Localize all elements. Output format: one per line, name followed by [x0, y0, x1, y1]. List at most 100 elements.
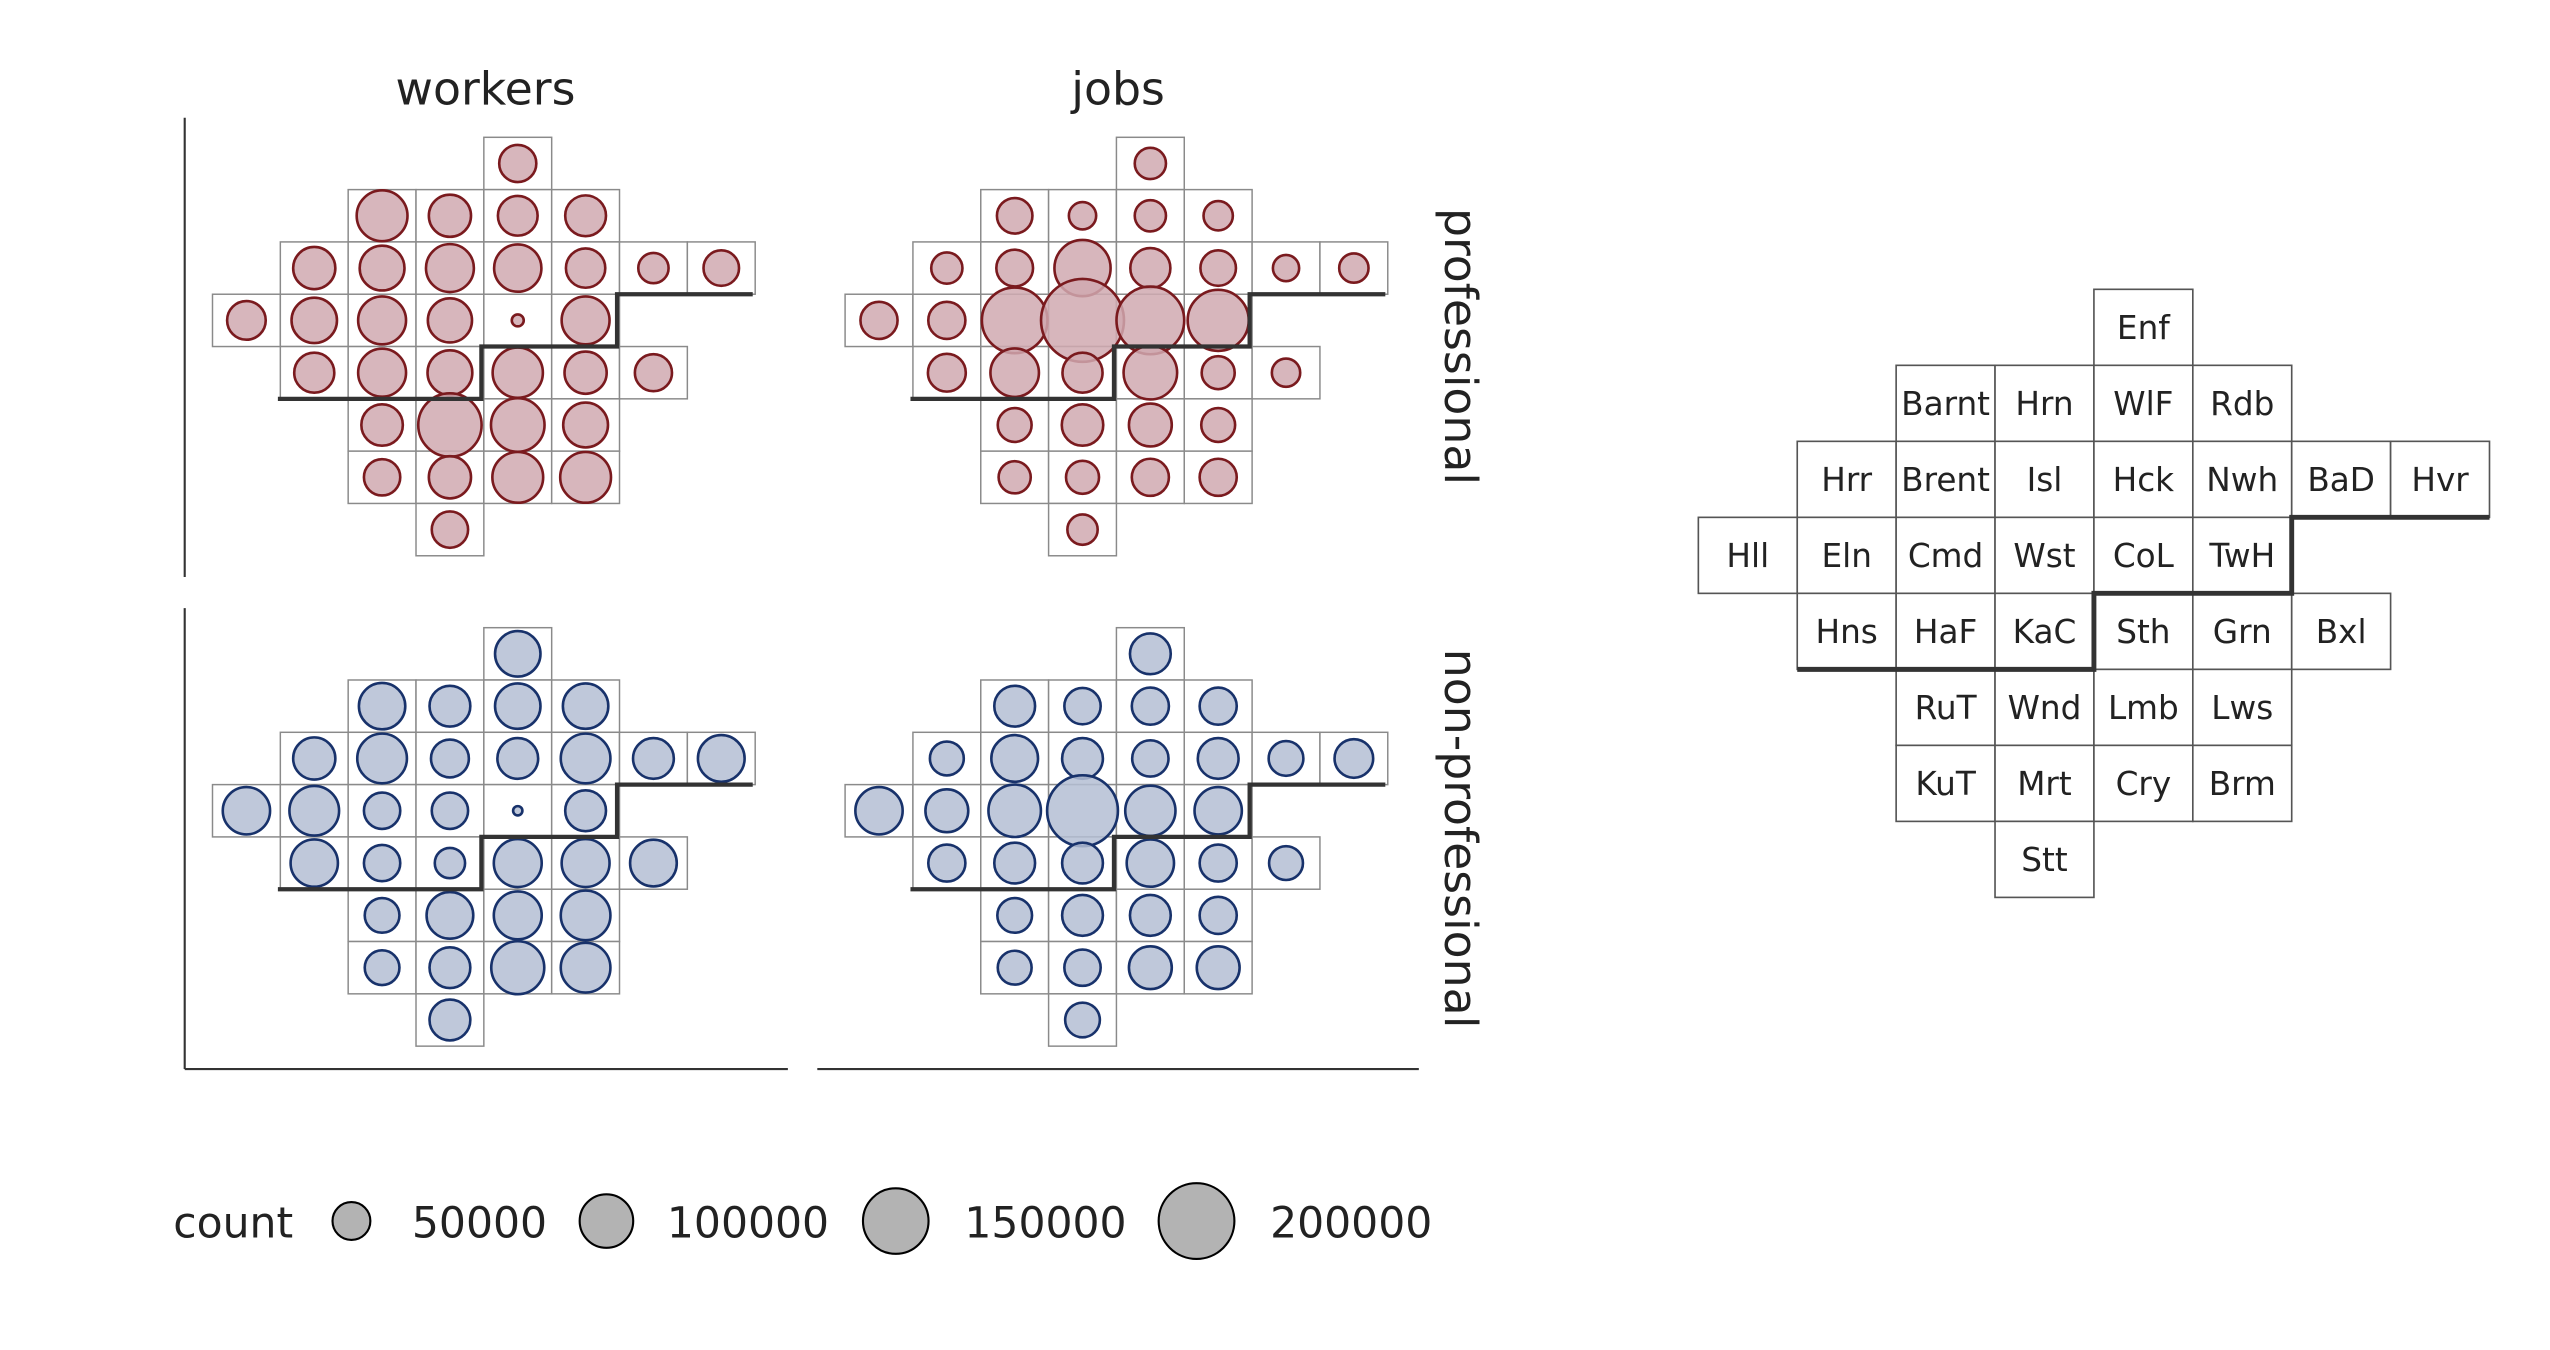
- legend-label-50000: 50000: [412, 1199, 547, 1248]
- key-label-Lws: Lws: [2211, 689, 2273, 727]
- key-cell-Rdb: [2191, 364, 2293, 443]
- bubble-Lmb: [489, 396, 546, 454]
- facet-axes: [183, 117, 1419, 1071]
- bubble-Mrt: [428, 945, 472, 990]
- bubble-Sth: [491, 346, 545, 400]
- bubble-Stt: [430, 510, 470, 550]
- key-label-WlF: WlF: [2113, 385, 2173, 423]
- key-cell-KuT: [1895, 744, 1996, 823]
- key-label-Enf: Enf: [2117, 309, 2171, 347]
- bubble-Wst: [426, 296, 474, 344]
- bubble-Lws: [1199, 406, 1237, 444]
- bubble-BaD: [636, 251, 670, 285]
- bubble-Grn: [560, 837, 611, 889]
- facet-titles: workers jobs professional non-profession…: [396, 63, 1487, 1029]
- key-cell-Bxl: [2290, 592, 2392, 671]
- bubble-Cmd: [987, 783, 1043, 839]
- bubble-Cmd: [362, 791, 402, 831]
- key-label-CoL: CoL: [2113, 537, 2175, 575]
- key-label-Hrn: Hrn: [2015, 385, 2073, 423]
- bubble-Hll: [859, 300, 899, 341]
- key-label-Rdb: Rdb: [2210, 385, 2274, 423]
- bubble-Wnd: [425, 890, 475, 941]
- row-title-professional: professional: [1434, 208, 1487, 485]
- bubble-Barnt: [355, 189, 409, 243]
- bubble-TwH: [560, 295, 611, 346]
- bubble-Cry: [489, 939, 546, 996]
- bubble-Brm: [1195, 944, 1241, 991]
- bubble-Hrn: [428, 684, 472, 728]
- key-cell-TwH: [2191, 516, 2293, 595]
- bubble-CoL: [1123, 784, 1177, 838]
- bubble-KaC: [433, 846, 467, 880]
- bubble-Hck: [492, 243, 543, 294]
- bubble-Hll: [854, 785, 904, 836]
- bubble-CoL: [511, 804, 524, 817]
- boundary-line: [277, 292, 753, 401]
- bubble-Hvr: [696, 733, 746, 784]
- bubble-Eln: [288, 784, 341, 837]
- bubble-Barnt: [995, 196, 1034, 235]
- key-label-Hns: Hns: [1816, 613, 1878, 651]
- bubble-Wnd: [1060, 402, 1105, 448]
- boundary-line: [277, 782, 753, 892]
- boundary-line: [910, 782, 1386, 892]
- bubble-Brm: [559, 941, 612, 994]
- bubble-KaC: [1061, 351, 1104, 395]
- bubble-Bxl: [1267, 844, 1305, 882]
- bubble-Rdb: [561, 682, 610, 731]
- bubble-Hck: [1129, 246, 1172, 290]
- key-cell-Hck: [2093, 440, 2194, 519]
- key-label-Eln: Eln: [1821, 537, 1871, 575]
- bubble-RuT: [360, 402, 405, 448]
- bubble-Wst: [1045, 774, 1120, 848]
- bubble-Wnd: [1060, 893, 1105, 938]
- key-label-Barnt: Barnt: [1901, 385, 1990, 423]
- bubble-KuT: [997, 459, 1033, 495]
- key-label-KaC: KaC: [2013, 613, 2077, 651]
- bubble-WlF: [1130, 686, 1171, 727]
- bubble-KuT: [362, 457, 402, 497]
- column-title-workers: workers: [396, 63, 576, 116]
- key-cell-Hns: [1796, 592, 1897, 671]
- bubble-Stt: [1066, 513, 1099, 547]
- facet-jobs-non-professional: [844, 626, 1389, 1047]
- key-label-Wnd: Wnd: [2008, 689, 2082, 727]
- legend-key-100000: [578, 1193, 635, 1249]
- key-cell-Stt: [1994, 820, 2095, 899]
- bubble-Isl: [429, 738, 471, 779]
- legend-label-100000: 100000: [667, 1199, 829, 1248]
- key-label-Brent: Brent: [1901, 461, 1990, 499]
- bubble-Brent: [358, 244, 406, 292]
- key-cell-Wst: [1994, 516, 2095, 595]
- bubble-Nwh: [1199, 249, 1238, 288]
- bubble-Nwh: [1196, 736, 1240, 781]
- bubble-Lws: [559, 889, 612, 942]
- key-label-KuT: KuT: [1915, 765, 1977, 803]
- bubble-Hll: [225, 299, 268, 341]
- facet-workers-non-professional: [211, 626, 756, 1047]
- bubble-Hrr: [291, 736, 337, 781]
- bubble-Barnt: [357, 681, 407, 731]
- facet-panels: [211, 136, 1389, 1047]
- key-cell-HaF: [1895, 592, 1996, 671]
- bubble-Isl: [1060, 736, 1105, 781]
- bubble-Barnt: [992, 684, 1037, 728]
- key-label-Hll: Hll: [1726, 537, 1769, 575]
- key-cell-Eln: [1796, 516, 1897, 595]
- key-label-Bxl: Bxl: [2316, 613, 2367, 651]
- bubble-Hll: [221, 785, 272, 836]
- bubble-Hrn: [427, 193, 473, 239]
- bubble-Hck: [1130, 738, 1170, 778]
- key-cell-Isl: [1994, 440, 2095, 519]
- bubble-Wnd: [416, 392, 483, 458]
- key-label-Mrt: Mrt: [2017, 765, 2072, 803]
- bubble-Enf: [1128, 632, 1173, 676]
- bubble-Lmb: [1127, 402, 1174, 448]
- bubble-Hrn: [1063, 686, 1102, 726]
- bubble-WlF: [1133, 198, 1168, 233]
- key-label-Stt: Stt: [2021, 841, 2068, 879]
- key-cell-Hvr: [2389, 440, 2491, 519]
